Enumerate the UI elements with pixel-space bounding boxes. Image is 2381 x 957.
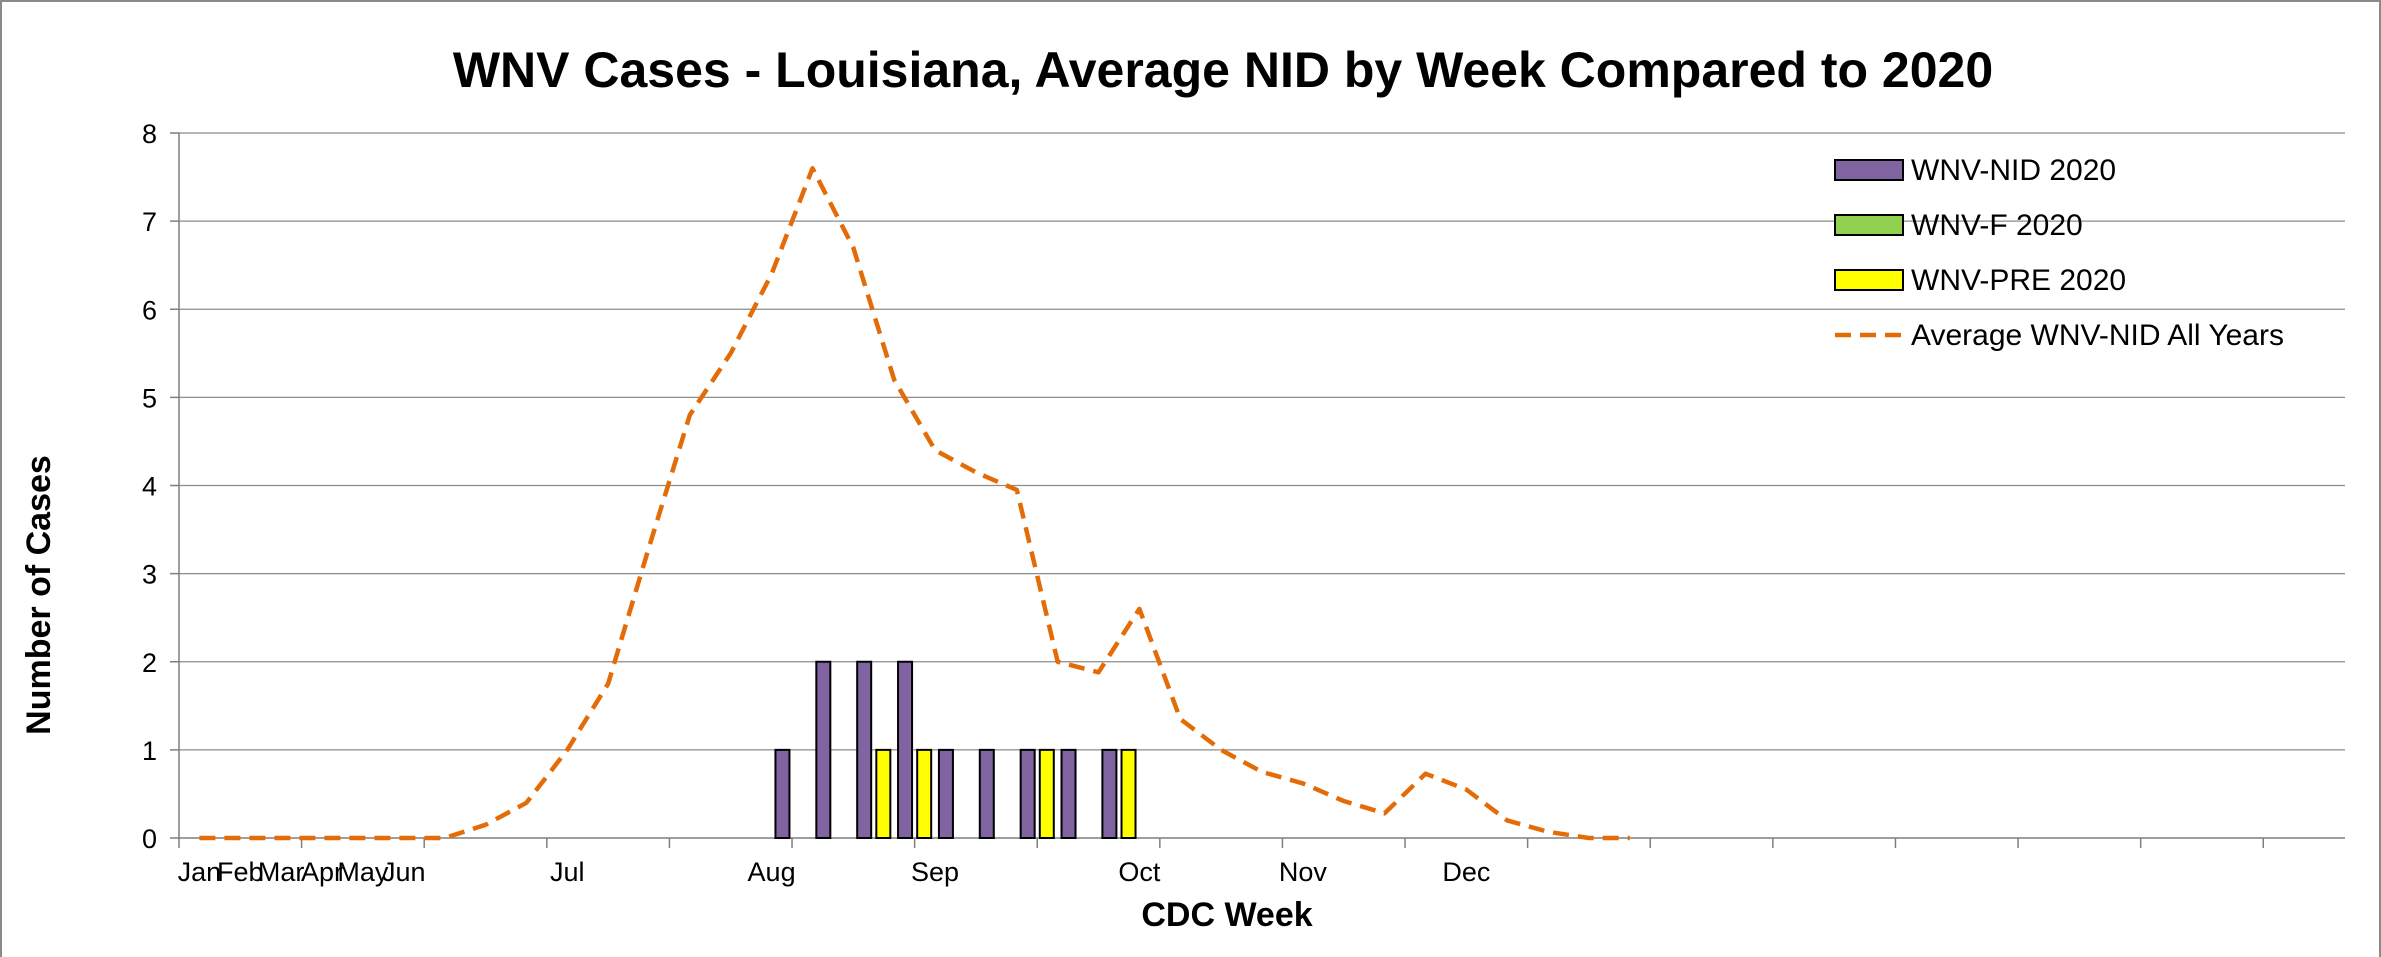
bars: [774, 660, 1137, 839]
x-tick-label-apr: Apr: [301, 857, 343, 887]
x-tick-label-sep: Sep: [911, 857, 959, 887]
y-tick-label: 3: [142, 560, 157, 590]
average-line: [199, 166, 1630, 841]
average-line-layer: [199, 166, 1630, 841]
x-tick-label-may: May: [337, 857, 389, 887]
legend-label-wnv-f-2020: WNV-F 2020: [1911, 209, 2083, 242]
legend-label-average-wnv-nid-all-years: Average WNV-NID All Years: [1911, 319, 2284, 352]
y-axis-title: Number of Cases: [20, 455, 58, 735]
x-tick-label-oct: Oct: [1118, 857, 1161, 887]
x-tick-label-jan: Jan: [178, 857, 222, 887]
x-tick-label-aug: Aug: [748, 857, 796, 887]
bar-wnv-nid-2020-week-22: [1019, 748, 1036, 839]
bar-wnv-pre-2020-week-18: [916, 748, 933, 839]
legend-label-wnv-nid-2020: WNV-NID 2020: [1911, 154, 2116, 187]
y-tick-label: 4: [142, 472, 157, 502]
y-tick-label: 5: [142, 383, 157, 413]
legend-label-wnv-pre-2020: WNV-PRE 2020: [1911, 264, 2126, 297]
x-tick-label-nov: Nov: [1279, 857, 1328, 887]
y-tick-label: 2: [142, 648, 157, 678]
bar-wnv-nid-2020-week-18: [856, 660, 873, 839]
legend-swatch-wnv-pre-2020: [1834, 269, 1904, 291]
x-tick-label-dec: Dec: [1442, 857, 1490, 887]
legend-swatch-wnv-nid-2020: [1834, 159, 1904, 181]
x-axis-title: CDC Week: [1141, 896, 1312, 934]
bar-wnv-nid-2020-week-20: [937, 748, 954, 839]
x-tick-label-feb: Feb: [217, 857, 264, 887]
bar-wnv-pre-2020-week-21: [1038, 748, 1055, 839]
bar-wnv-nid-2020-week-21: [978, 748, 995, 839]
y-tick-label: 8: [142, 119, 157, 149]
bar-wnv-pre-2020-week-23: [1120, 748, 1137, 839]
legend-swatch-wnv-f-2020: [1834, 214, 1904, 236]
gridlines: [179, 132, 2345, 751]
bar-wnv-pre-2020-week-17: [875, 748, 892, 839]
bar-wnv-nid-2020-week-19: [897, 660, 914, 839]
legend: WNV-NID 2020 WNV-F 2020 WNV-PRE 2020 Averag…: [1834, 154, 2284, 352]
bar-wnv-nid-2020-week-23: [1060, 748, 1077, 839]
y-tick-label: 0: [142, 824, 157, 854]
bar-wnv-nid-2020-week-17: [815, 660, 832, 839]
y-tick-label: 6: [142, 295, 157, 325]
y-tick-label: 7: [142, 207, 157, 237]
x-tick-label-jul: Jul: [550, 857, 585, 887]
x-tick-label-jun: Jun: [382, 857, 426, 887]
x-tick-label-mar: Mar: [258, 857, 305, 887]
chart-title: WNV Cases - Louisiana, Average NID by We…: [453, 42, 1993, 98]
bar-wnv-nid-2020-week-16: [774, 748, 791, 839]
bar-wnv-nid-2020-week-24: [1101, 748, 1118, 839]
y-tick-label: 1: [142, 736, 157, 766]
